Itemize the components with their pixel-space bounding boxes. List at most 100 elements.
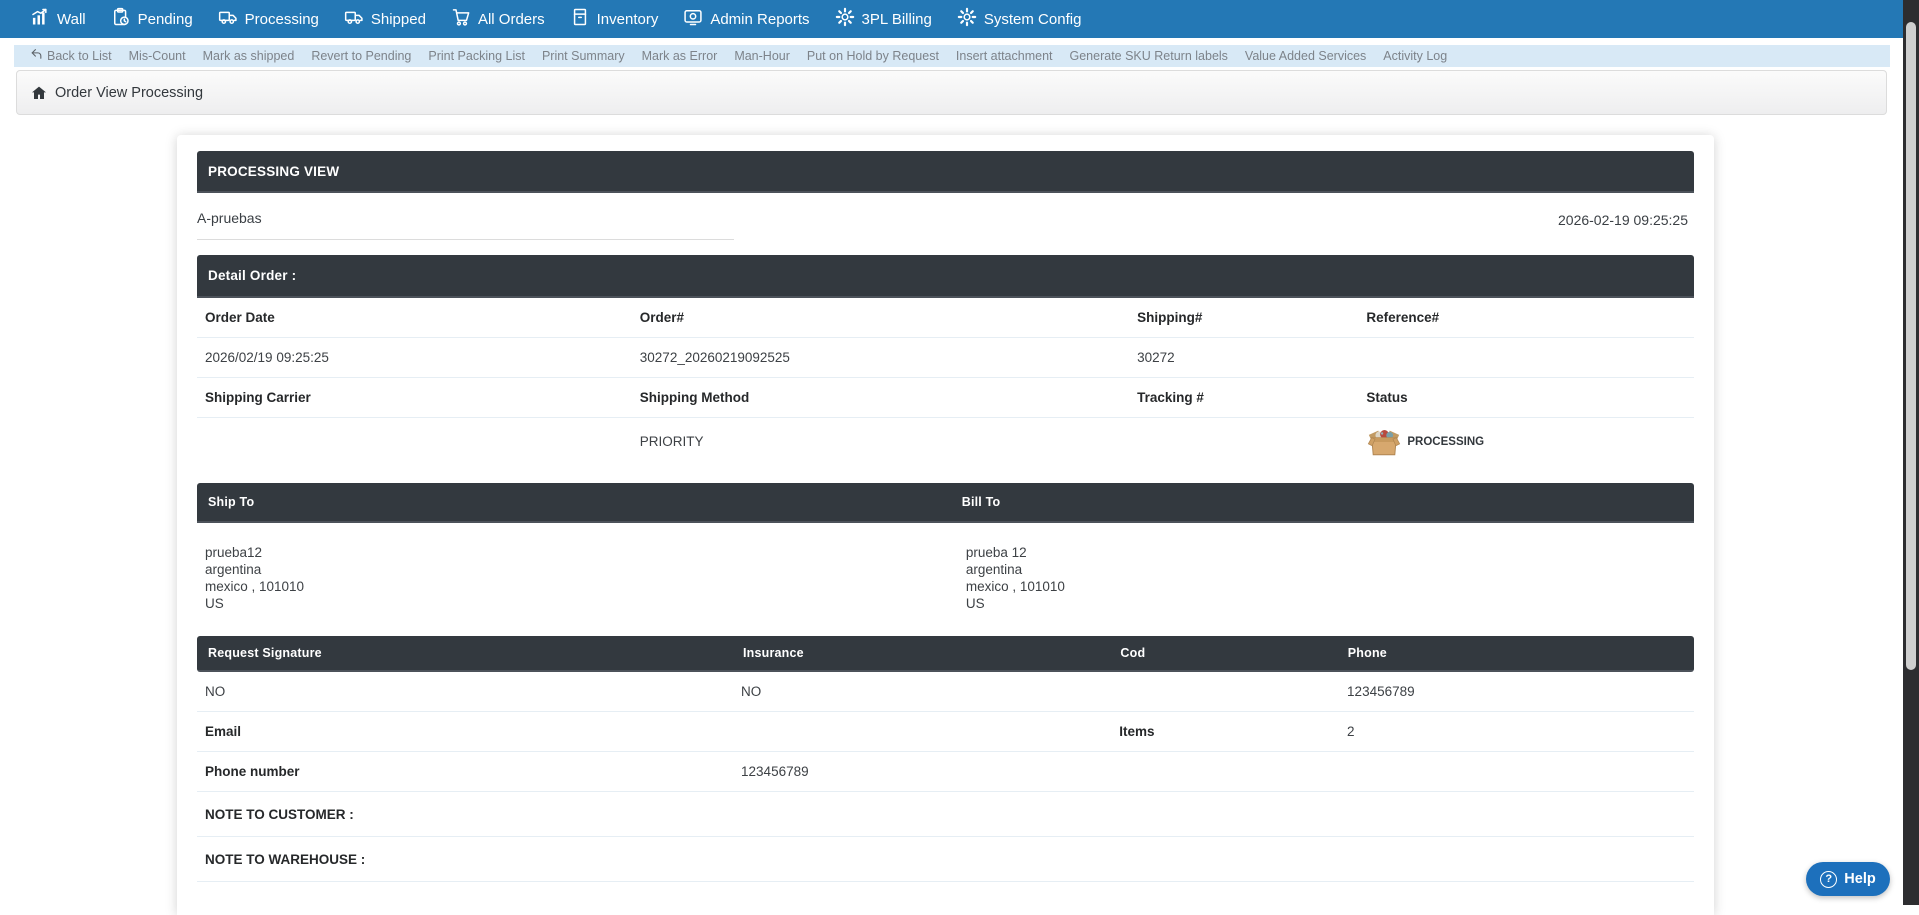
clipboard-clock-icon xyxy=(111,7,131,31)
toolbar-item-label: Back to List xyxy=(47,49,112,63)
email-label: Email xyxy=(205,724,242,739)
address-line: US xyxy=(205,596,224,611)
nav-item-inventory[interactable]: Inventory xyxy=(570,7,659,31)
question-mark-icon: ? xyxy=(1820,870,1838,888)
print-summary-button[interactable]: Print Summary xyxy=(541,49,625,63)
nav-item-label: Admin Reports xyxy=(710,10,810,28)
man-hour-button[interactable]: Man-Hour xyxy=(734,49,790,63)
box-icon xyxy=(570,7,590,31)
detail-order-title: Detail Order : xyxy=(208,268,297,283)
activity-log-button[interactable]: Activity Log xyxy=(1383,49,1448,63)
detail-header-row-2: Shipping Carrier Shipping Method Trackin… xyxy=(197,378,1694,418)
vertical-scrollbar-track[interactable] xyxy=(1903,0,1919,905)
client-name: A-pruebas xyxy=(197,210,734,240)
mis-count-button[interactable]: Mis-Count xyxy=(128,49,186,63)
nav-item-3pl-billing[interactable]: 3PL Billing xyxy=(835,7,932,31)
items-value: 2 xyxy=(1347,724,1355,739)
address-line: prueba12 xyxy=(205,545,263,560)
shipping-number-value: 30272 xyxy=(1137,350,1175,365)
processing-view-title: PROCESSING VIEW xyxy=(208,163,340,179)
detail-order-header: Detail Order : xyxy=(197,255,1694,298)
nav-item-label: Shipped xyxy=(370,10,426,28)
nav-item-label: Pending xyxy=(137,10,193,28)
help-button[interactable]: ? Help xyxy=(1806,862,1890,896)
nav-item-shipped[interactable]: Shipped xyxy=(344,7,426,31)
items-label: Items xyxy=(1119,724,1155,739)
status-header: Status xyxy=(1366,390,1408,405)
truck-icon xyxy=(344,7,364,31)
chart-wall-icon xyxy=(30,7,50,31)
top-nav-bar: Wall Pending Processing Shipped All xyxy=(0,0,1903,38)
nav-item-pending[interactable]: Pending xyxy=(111,7,193,31)
request-signature-header: Request Signature xyxy=(208,646,322,660)
address-line: mexico , 101010 xyxy=(965,579,1065,594)
truck-icon xyxy=(218,7,238,31)
value-added-services-button[interactable]: Value Added Services xyxy=(1244,49,1367,63)
bill-to-title: Bill To xyxy=(961,495,1001,509)
phone-number-row: Phone number 123456789 xyxy=(197,752,1694,792)
shipping-method-header: Shipping Method xyxy=(639,390,750,405)
back-to-list-button[interactable]: Back to List xyxy=(30,48,112,64)
tracking-number-header: Tracking # xyxy=(1137,390,1204,405)
cart-icon xyxy=(451,7,471,31)
insurance-header: Insurance xyxy=(742,646,804,660)
address-line: argentina xyxy=(965,562,1023,577)
nav-item-wall[interactable]: Wall xyxy=(30,7,86,31)
back-arrow-icon xyxy=(30,48,43,64)
address-line: argentina xyxy=(205,562,262,577)
phone-value: 123456789 xyxy=(1347,684,1415,699)
address-line: prueba 12 xyxy=(965,545,1027,560)
addresses-row: prueba12 argentina mexico , 101010 US pr… xyxy=(197,523,1694,612)
mark-as-error-button[interactable]: Mark as Error xyxy=(641,49,718,63)
shipping-method-value: PRIORITY xyxy=(639,434,704,449)
address-line: US xyxy=(965,596,985,611)
put-on-hold-button[interactable]: Put on Hold by Request xyxy=(806,49,939,63)
request-signature-value: NO xyxy=(205,684,226,699)
insert-attachment-button[interactable]: Insert attachment xyxy=(955,49,1053,63)
home-icon xyxy=(31,85,47,101)
cod-header: Cod xyxy=(1120,646,1146,660)
ship-to-address: prueba12 argentina mexico , 101010 US xyxy=(205,544,966,612)
page-title: Order View Processing xyxy=(55,84,204,101)
status-badge: PROCESSING xyxy=(1366,426,1694,457)
order-date-value: 2026/02/19 09:25:25 xyxy=(205,350,329,365)
nav-item-all-orders[interactable]: All Orders xyxy=(451,7,545,31)
phone-number-value: 123456789 xyxy=(741,764,809,779)
order-actions-toolbar: Back to List Mis-Count Mark as shipped R… xyxy=(14,45,1890,67)
nav-item-system-config[interactable]: System Config xyxy=(957,7,1081,31)
order-options-value-row: NO NO 123456789 xyxy=(197,672,1694,712)
order-datetime: 2026-02-19 09:25:25 xyxy=(1558,212,1688,228)
email-items-row: Email Items 2 xyxy=(197,712,1694,752)
nav-item-label: Processing xyxy=(244,10,319,28)
print-packing-list-button[interactable]: Print Packing List xyxy=(428,49,525,63)
shipping-carrier-header: Shipping Carrier xyxy=(205,390,311,405)
insurance-value: NO xyxy=(741,684,762,699)
order-number-header: Order# xyxy=(639,310,685,325)
open-box-icon xyxy=(1366,426,1402,457)
bill-to-address: prueba 12 argentina mexico , 101010 US xyxy=(966,544,1694,612)
nav-item-label: Wall xyxy=(57,10,86,28)
addresses-header: Ship To Bill To xyxy=(197,483,1694,523)
detail-value-row-2: PRIORITY PROCESSING xyxy=(197,418,1694,467)
order-view-card: PROCESSING VIEW A-pruebas 2026-02-19 09:… xyxy=(177,135,1714,915)
mark-as-shipped-button[interactable]: Mark as shipped xyxy=(202,49,295,63)
generate-sku-return-labels-button[interactable]: Generate SKU Return labels xyxy=(1069,49,1228,63)
order-options-header: Request Signature Insurance Cod Phone xyxy=(197,636,1694,672)
monitor-icon xyxy=(683,7,703,31)
vertical-scrollbar-thumb[interactable] xyxy=(1906,22,1916,670)
ship-to-title: Ship To xyxy=(208,495,255,509)
address-line: mexico , 101010 xyxy=(205,579,305,594)
order-number-value: 30272_20260219092525 xyxy=(639,350,790,365)
nav-item-label: All Orders xyxy=(477,10,545,28)
revert-to-pending-button[interactable]: Revert to Pending xyxy=(311,49,412,63)
nav-item-processing[interactable]: Processing xyxy=(218,7,319,31)
help-label: Help xyxy=(1844,871,1876,887)
nav-item-admin-reports[interactable]: Admin Reports xyxy=(683,7,810,31)
order-date-header: Order Date xyxy=(205,310,275,325)
detail-header-row-1: Order Date Order# Shipping# Reference# xyxy=(197,298,1694,338)
gear-icon xyxy=(957,7,977,31)
gear-icon xyxy=(835,7,855,31)
phone-number-label: Phone number xyxy=(205,764,300,779)
nav-item-label: 3PL Billing xyxy=(861,10,932,28)
nav-item-label: Inventory xyxy=(596,10,659,28)
